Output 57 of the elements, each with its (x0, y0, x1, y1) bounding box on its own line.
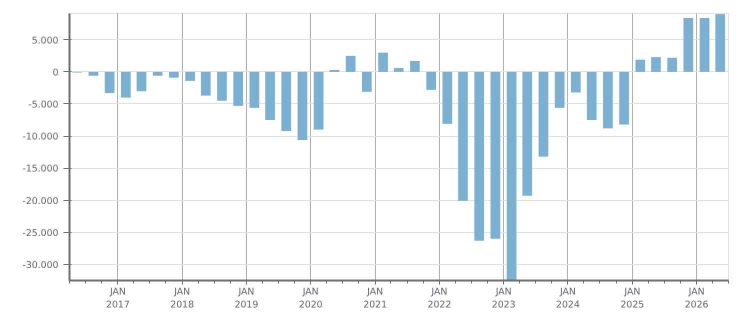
y-tick-label: -15.000 (22, 164, 59, 175)
y-tick-label: 5.000 (32, 35, 59, 46)
bar (522, 72, 532, 196)
bar (200, 72, 211, 96)
x-tick-label: JAN 2023 (492, 286, 516, 311)
bar (314, 72, 324, 130)
x-tick-label: JAN 2018 (170, 286, 194, 311)
bar (265, 72, 275, 120)
bar (554, 72, 564, 108)
bar (490, 72, 500, 239)
bar (426, 72, 436, 90)
y-tick-label: -25.000 (22, 228, 59, 239)
bar (410, 60, 420, 72)
bar (571, 72, 581, 92)
bar (88, 72, 98, 76)
bar (250, 72, 260, 108)
y-tick-label: -5.000 (28, 100, 59, 110)
bar (346, 56, 356, 72)
bar (169, 72, 179, 78)
bar (619, 72, 629, 125)
bar (635, 60, 646, 72)
bar (362, 72, 372, 92)
bar (684, 18, 694, 72)
bar (217, 72, 227, 101)
bar (586, 72, 597, 120)
y-tick-label: -10.000 (22, 132, 59, 143)
bar (394, 68, 404, 72)
bar (121, 72, 131, 98)
bar (700, 18, 710, 72)
y-tick-label: 0 (52, 67, 59, 78)
bar (667, 58, 677, 72)
x-tick-label: JAN 2017 (106, 286, 130, 311)
x-tick-label: JAN 2021 (363, 286, 388, 311)
bar (136, 72, 146, 92)
x-tick-label: JAN 2022 (428, 286, 452, 311)
bar (651, 57, 661, 72)
y-tick-label: -20.000 (22, 196, 59, 207)
bar (474, 72, 484, 241)
y-tick-label: -30.000 (22, 260, 59, 271)
bar (104, 72, 114, 94)
bar (715, 14, 726, 72)
x-tick-label: JAN 2024 (556, 286, 580, 311)
x-tick-label: JAN 2020 (298, 286, 323, 311)
bar (442, 72, 452, 124)
x-tick-label: JAN 2019 (234, 286, 258, 311)
bar (298, 72, 308, 140)
bar (152, 72, 163, 76)
bar (506, 72, 516, 280)
x-tick-label: JAN 2026 (684, 286, 709, 311)
bar (233, 72, 244, 106)
bar (538, 72, 548, 157)
x-tick-label: JAN 2025 (620, 286, 644, 311)
bar (281, 72, 292, 131)
bar (378, 52, 388, 72)
bar (185, 72, 195, 81)
bar (458, 72, 468, 201)
bar (603, 72, 613, 128)
